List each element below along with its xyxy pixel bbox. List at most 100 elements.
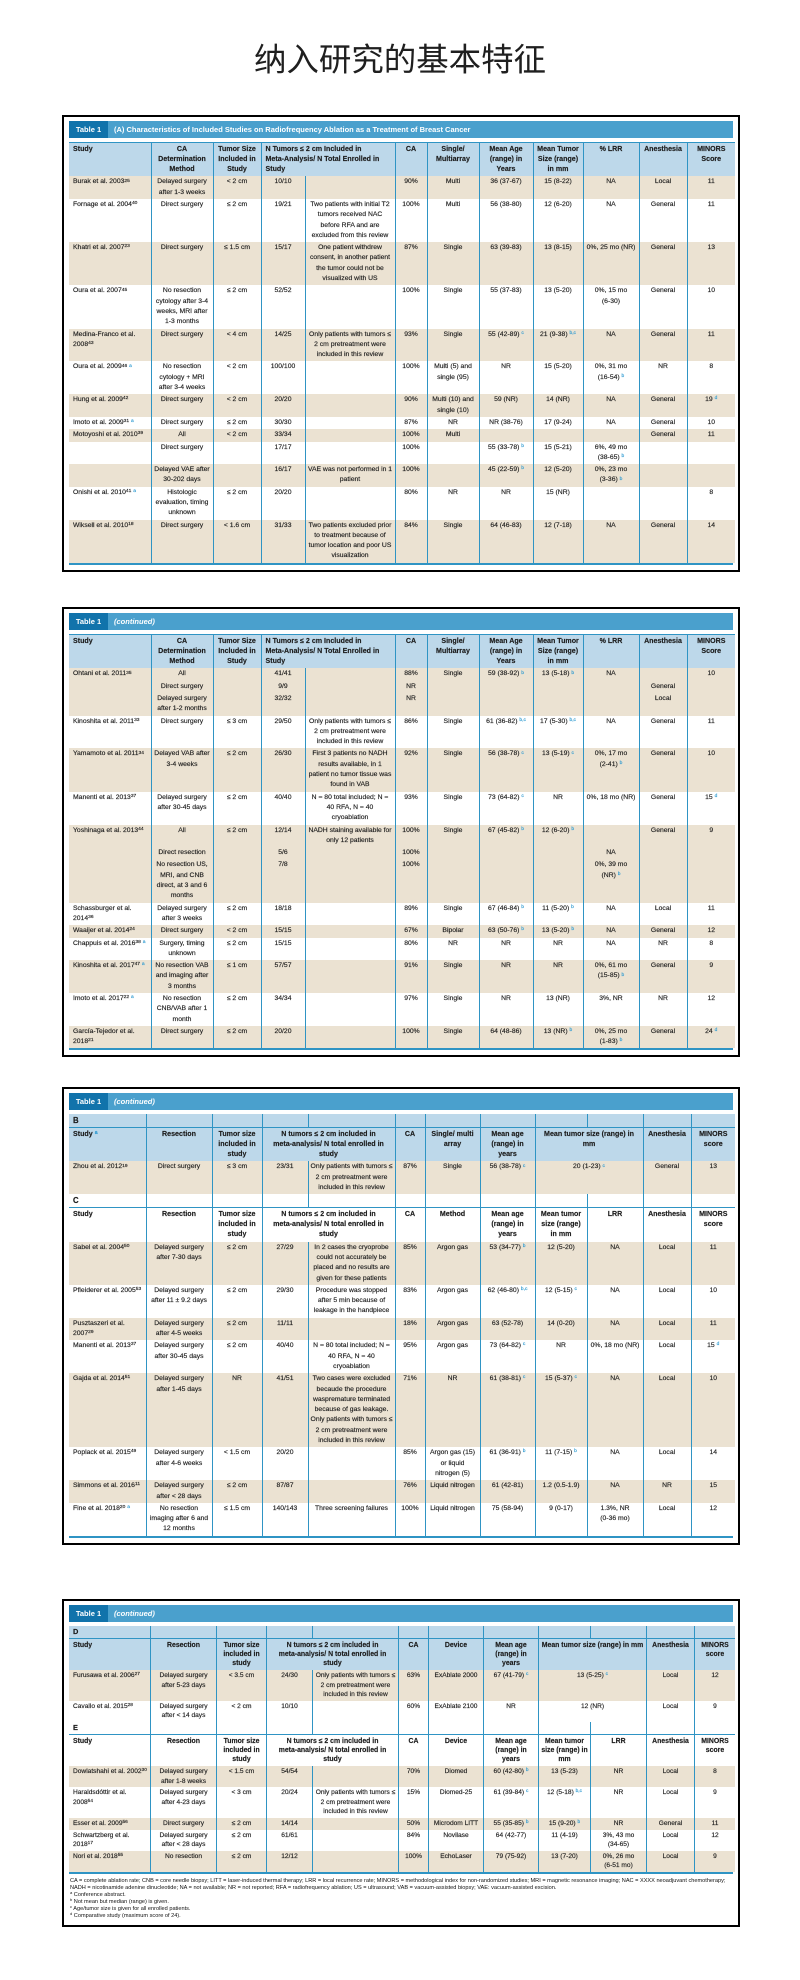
table-cell: 29/50 — [261, 715, 306, 749]
table-cell: 84% — [398, 1829, 429, 1851]
table-block-d-e: Table 1 (continued) D Study Resection Tumor… — [62, 1599, 740, 1927]
table-cell: NA — [587, 1317, 644, 1341]
table-cell: 12 (6-20) b — [533, 824, 584, 848]
table-cell: NA — [587, 1241, 644, 1285]
table-cell: 93% — [395, 328, 428, 362]
table-row: Haraldsdóttir et al. 200854 Delayed surge… — [69, 1787, 735, 1818]
table-cell: Local — [639, 692, 688, 716]
table-cell: 9 — [694, 1850, 735, 1872]
table-cell: Only patients with tumors ≤ 2 cm pretrea… — [312, 1670, 399, 1701]
table-cell: Two patients with initial T2 tumors rece… — [305, 198, 396, 243]
table-cell: Delayed surgery after < 28 days — [150, 1829, 217, 1851]
table-cell: 86% — [395, 715, 428, 749]
table-cell: General — [639, 791, 688, 825]
footnote-abbreviations: CA = complete ablation rate; CNB = core … — [70, 1877, 726, 1891]
table-cell: Pusztaszeri et al. 200729 — [69, 1317, 147, 1341]
table-cell: One patient withdrew consent, in another… — [305, 242, 396, 286]
table-cell: Novilase — [428, 1829, 484, 1851]
column-header-cell: CA — [398, 1733, 429, 1766]
column-header-cell: % LRR — [583, 142, 640, 177]
table-cell: NR — [427, 937, 480, 961]
table-row: Onishi et al. 201041 a Histologic evaluat… — [69, 486, 735, 520]
title-glyph-1 — [287, 44, 318, 74]
table-title-bar: Table 1 (continued) — [69, 613, 733, 630]
table-title-text: (continued) — [108, 1605, 733, 1622]
table-cell: 70% — [398, 1765, 429, 1788]
table-cell: Microdom LITT — [428, 1817, 484, 1830]
table-cell: 73 (64-82) c — [479, 791, 534, 825]
section-label-filler — [646, 1626, 695, 1639]
table-cell: Kinoshita et al. 201133 — [69, 715, 152, 749]
table-cell: 55 (37-83) — [479, 285, 534, 329]
table-row: Yoshinaga et al. 201344 All ≤ 2 cm 12/14 NAD… — [69, 824, 735, 848]
table-cell: Manenti et al. 201337 — [69, 1340, 147, 1374]
table-cell: Direct surgery — [151, 1025, 214, 1049]
page-title-text: 纳入研究的基本特征 — [546, 43, 547, 44]
table-cell: Zhou et al. 201219 — [69, 1161, 147, 1195]
table-cell: 67% — [395, 925, 428, 938]
table-cell: 0%, 39 mo (NR) b — [583, 859, 640, 903]
table-row: Waaijer et al. 201424 Direct surgery < 2 c… — [69, 925, 735, 938]
table-row: Esser et al. 200956 Direct surgery ≤ 2 cm 1… — [69, 1817, 735, 1830]
table-cell: < 2 cm — [213, 394, 262, 417]
page-title-glyphs — [255, 43, 545, 74]
table-cell: Local — [643, 1502, 692, 1536]
table-cell: 62 (46-80) b,c — [480, 1284, 536, 1318]
table-cell: NA — [587, 1284, 644, 1318]
table-cell: NA — [587, 1480, 644, 1503]
table-cell: 87% — [395, 242, 428, 286]
table-cell: Single — [427, 993, 480, 1026]
table-cell: 12 (5-20) — [533, 464, 584, 487]
column-header-cell: Resection — [150, 1733, 217, 1766]
table-cell: No resection cytology + MRI after 3-4 we… — [151, 361, 214, 395]
table-cell — [305, 993, 396, 1026]
table-cell: 100% — [395, 441, 428, 465]
table-cell: NR — [533, 791, 584, 825]
table-cell: 50% — [398, 1817, 429, 1830]
table-row: Schwartzberg et al. 201817 Delayed surger… — [69, 1829, 735, 1851]
table-cell — [639, 668, 688, 681]
table-cell: Local — [643, 1340, 692, 1374]
section-label-filler — [212, 1114, 263, 1128]
table-number-label: Table 1 — [69, 1093, 108, 1110]
section-label-row: C — [69, 1194, 735, 1208]
table-cell: NR — [483, 1700, 539, 1722]
column-header-cell: MINORS score — [691, 1127, 735, 1162]
table-cell — [533, 859, 584, 903]
table-cell: ≤ 2 cm — [213, 902, 262, 926]
table-row: Zhou et al. 201219 Direct surgery ≤ 3 cm 23… — [69, 1161, 735, 1195]
footnote-a: a Conference abstract. — [70, 1890, 126, 1898]
column-header-cell: Study — [69, 142, 152, 177]
column-header-cell: Single/ multi array — [425, 1127, 481, 1162]
section-label-filler — [694, 1626, 735, 1639]
table-cell: 92% — [395, 748, 428, 792]
table-cell: 31/33 — [261, 519, 306, 563]
table-cell: < 1.5 cm — [212, 1447, 263, 1481]
table-cell: Delayed surgery after < 14 days — [150, 1700, 217, 1722]
table-cell: 15 (9-20) b — [538, 1817, 591, 1830]
table-cell: 16/17 — [261, 464, 306, 487]
table-cell: Single — [427, 242, 480, 286]
table-cell: 88% — [395, 668, 428, 681]
section-label-filler — [643, 1194, 692, 1208]
table-cell: Waaijer et al. 201424 — [69, 925, 152, 938]
table-cell: 10 — [707, 418, 716, 426]
table-cell: 56 (38-78) c — [479, 748, 534, 792]
section-label-filler — [262, 1194, 309, 1208]
table-cell: Local — [646, 1670, 695, 1701]
table-cell — [308, 1317, 396, 1341]
table-cell: Direct surgery — [151, 242, 214, 286]
table-cell: NA — [583, 394, 640, 417]
section-label-filler — [428, 1721, 484, 1735]
table-cell: 12 (5-20) — [535, 1241, 588, 1285]
table-cell: 64 (48-86) — [479, 1025, 534, 1049]
table-cell: Medina-Franco et al. 200843 — [69, 328, 152, 362]
table-cell: Single — [427, 902, 480, 926]
column-header-cell: Resection — [150, 1638, 217, 1670]
table-cell: 55 (42-89) c — [479, 328, 534, 362]
table-cell: Delayed surgery after 3 weeks — [151, 902, 214, 926]
column-header-cell: Tumor Size Included in Study — [213, 142, 262, 177]
table-cell: 80% — [395, 937, 428, 961]
table-cell: 14/14 — [266, 1817, 313, 1830]
table-cell: Multi — [427, 198, 480, 243]
